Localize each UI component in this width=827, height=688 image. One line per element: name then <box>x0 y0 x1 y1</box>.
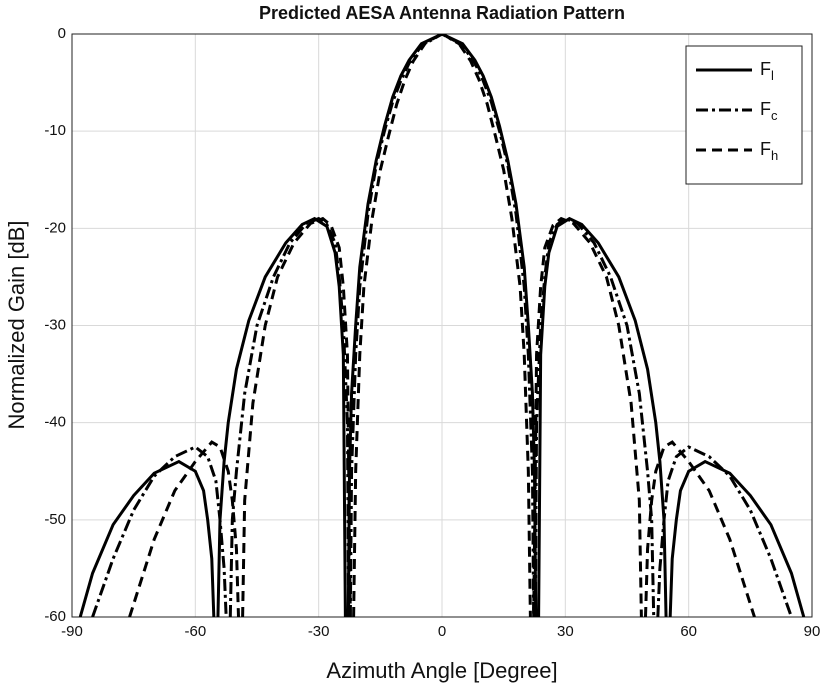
y-tick-label: 0 <box>58 25 66 42</box>
series-line <box>128 34 756 617</box>
legend-label-main: F <box>760 59 771 79</box>
x-tick-label: 90 <box>804 623 821 640</box>
y-tick-label: -20 <box>44 219 66 236</box>
y-tick-label: -60 <box>44 608 66 625</box>
legend-label: Fh <box>760 139 778 164</box>
x-axis-label: Azimuth Angle [Degree] <box>326 658 557 683</box>
series-line <box>91 34 793 617</box>
x-tick-label: -90 <box>61 623 83 640</box>
x-tick-label: -30 <box>308 623 330 640</box>
x-tick-label: 30 <box>557 623 574 640</box>
y-axis-label: Normalized Gain [dB] <box>4 220 29 429</box>
legend-label-main: F <box>760 99 771 119</box>
x-tick-label: 60 <box>680 623 697 640</box>
legend-label-main: F <box>760 139 771 159</box>
y-tick-label: -30 <box>44 316 66 333</box>
y-tick-label: -50 <box>44 511 66 528</box>
legend-label-sub: c <box>771 108 778 123</box>
y-tick-label: -40 <box>44 414 66 431</box>
y-tick-label: -10 <box>44 122 66 139</box>
series-line <box>78 34 806 617</box>
legend-label: Fc <box>760 99 778 124</box>
chart-title: Predicted AESA Antenna Radiation Pattern <box>259 3 625 23</box>
legend-label-sub: h <box>771 148 778 163</box>
legend-label-sub: l <box>771 68 774 83</box>
legend-label: Fl <box>760 59 774 84</box>
x-tick-label: 0 <box>438 623 446 640</box>
legend-box <box>685 45 803 185</box>
x-tick-label: -60 <box>184 623 206 640</box>
